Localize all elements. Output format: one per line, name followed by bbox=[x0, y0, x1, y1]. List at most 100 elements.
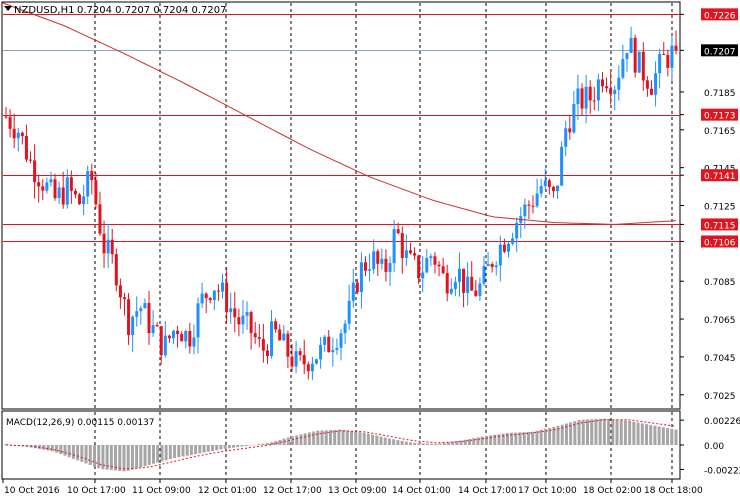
macd-bar bbox=[527, 432, 530, 445]
macd-bar bbox=[439, 443, 442, 445]
macd-bar bbox=[72, 445, 75, 459]
macd-bar bbox=[51, 445, 54, 451]
y-tick-label: 0.7025 bbox=[704, 392, 736, 402]
macd-bar bbox=[649, 425, 652, 445]
macd-bar bbox=[658, 427, 661, 445]
macd-bar bbox=[375, 436, 378, 445]
macd-bar bbox=[594, 419, 597, 445]
macd-bar bbox=[266, 443, 269, 445]
macd-bar bbox=[590, 419, 593, 445]
macd-bar bbox=[131, 445, 134, 470]
macd-bar bbox=[430, 444, 433, 445]
macd-bar bbox=[616, 420, 619, 445]
macd-bar bbox=[245, 445, 248, 446]
macd-bar bbox=[409, 442, 412, 445]
macd-bar bbox=[388, 439, 391, 445]
x-tick-label: 13 Oct 09:00 bbox=[328, 486, 387, 496]
macd-bar bbox=[417, 443, 420, 445]
macd-bar bbox=[350, 431, 353, 445]
candle bbox=[560, 141, 563, 186]
x-tick-label: 11 Oct 09:00 bbox=[132, 486, 191, 496]
macd-bar bbox=[401, 441, 404, 445]
macd-bar bbox=[367, 434, 370, 445]
macd-bar bbox=[114, 445, 117, 470]
macd-bar bbox=[215, 445, 218, 450]
macd-bar bbox=[118, 445, 121, 471]
macd-bar bbox=[211, 445, 214, 451]
macd-bar bbox=[262, 444, 265, 445]
macd-bar bbox=[489, 435, 492, 445]
macd-bar bbox=[502, 434, 505, 445]
macd-bar bbox=[472, 438, 475, 445]
price-tag-label: 0.7207 bbox=[704, 47, 736, 57]
candle bbox=[115, 249, 118, 292]
candle bbox=[638, 52, 641, 73]
macd-bar bbox=[346, 430, 349, 445]
price-tag-label: 0.7115 bbox=[704, 221, 736, 231]
y-tick-label: 0.7185 bbox=[704, 89, 736, 99]
macd-bar bbox=[624, 421, 627, 445]
macd-bar bbox=[97, 445, 100, 468]
macd-bar bbox=[607, 419, 610, 445]
macd-bar bbox=[89, 445, 92, 465]
macd-bar bbox=[582, 420, 585, 445]
macd-bar bbox=[135, 445, 138, 468]
macd-bar bbox=[308, 432, 311, 445]
macd-bar bbox=[476, 437, 479, 445]
macd-bar bbox=[186, 445, 189, 456]
macd-bar bbox=[160, 445, 163, 461]
macd-bar bbox=[670, 429, 673, 445]
macd-bar bbox=[47, 445, 50, 451]
x-tick-label: 14 Oct 01:00 bbox=[392, 486, 451, 496]
macd-bar bbox=[299, 434, 302, 445]
price-tag-label: 0.7141 bbox=[704, 172, 736, 182]
macd-bar bbox=[628, 421, 631, 445]
macd-bar bbox=[434, 444, 437, 445]
y-tick-label: 0.7085 bbox=[704, 278, 736, 288]
macd-bar bbox=[637, 423, 640, 445]
macd-bar bbox=[177, 445, 180, 457]
x-tick-label: 18 Oct 18:00 bbox=[644, 486, 703, 496]
price-tag-label: 0.7106 bbox=[704, 238, 736, 248]
macd-bar bbox=[396, 440, 399, 445]
x-tick-label: 17 Oct 10:00 bbox=[518, 486, 577, 496]
symbol-label: NZDUSD,H1 bbox=[14, 5, 74, 16]
macd-bar bbox=[481, 437, 484, 445]
macd-bar bbox=[253, 445, 256, 446]
macd-bar bbox=[620, 420, 623, 445]
y-tick-label: 0.7045 bbox=[704, 354, 736, 364]
macd-bar bbox=[173, 445, 176, 458]
candle bbox=[634, 35, 637, 78]
macd-bar bbox=[224, 445, 227, 449]
macd-bar bbox=[586, 419, 589, 445]
macd-bar bbox=[181, 445, 184, 456]
macd-bar bbox=[240, 445, 243, 447]
macd-bar bbox=[283, 439, 286, 445]
macd-bar bbox=[139, 445, 142, 467]
macd-bar bbox=[59, 445, 62, 454]
price-axis: 0.72260.72070.71850.71730.71650.71450.71… bbox=[680, 8, 738, 401]
y-tick-label: 0.7165 bbox=[704, 127, 736, 137]
macd-bar bbox=[426, 443, 429, 445]
macd-bar bbox=[144, 445, 147, 466]
macd-bar bbox=[422, 443, 425, 445]
macd-bar bbox=[653, 426, 656, 445]
macd-bar bbox=[641, 423, 644, 445]
macd-bar bbox=[169, 445, 172, 459]
macd-label: MACD(12,26,9) 0.00115 0.00137 bbox=[6, 418, 155, 428]
x-tick-label: 10 Oct 17:00 bbox=[67, 486, 126, 496]
x-tick-label: 18 Oct 02:00 bbox=[583, 486, 642, 496]
ohlc-readout: 0.7204 0.7207 0.7204 0.7207 bbox=[77, 5, 227, 16]
macd-bar bbox=[295, 435, 298, 445]
macd-y-tick-label: -0.00222 bbox=[704, 466, 740, 476]
macd-bar bbox=[443, 443, 446, 445]
macd-bar bbox=[316, 431, 319, 445]
macd-bar bbox=[68, 445, 71, 457]
macd-bar bbox=[358, 432, 361, 445]
macd-bar bbox=[342, 430, 345, 445]
macd-bar bbox=[662, 427, 665, 445]
macd-bar bbox=[207, 445, 210, 452]
macd-bar bbox=[337, 430, 340, 445]
